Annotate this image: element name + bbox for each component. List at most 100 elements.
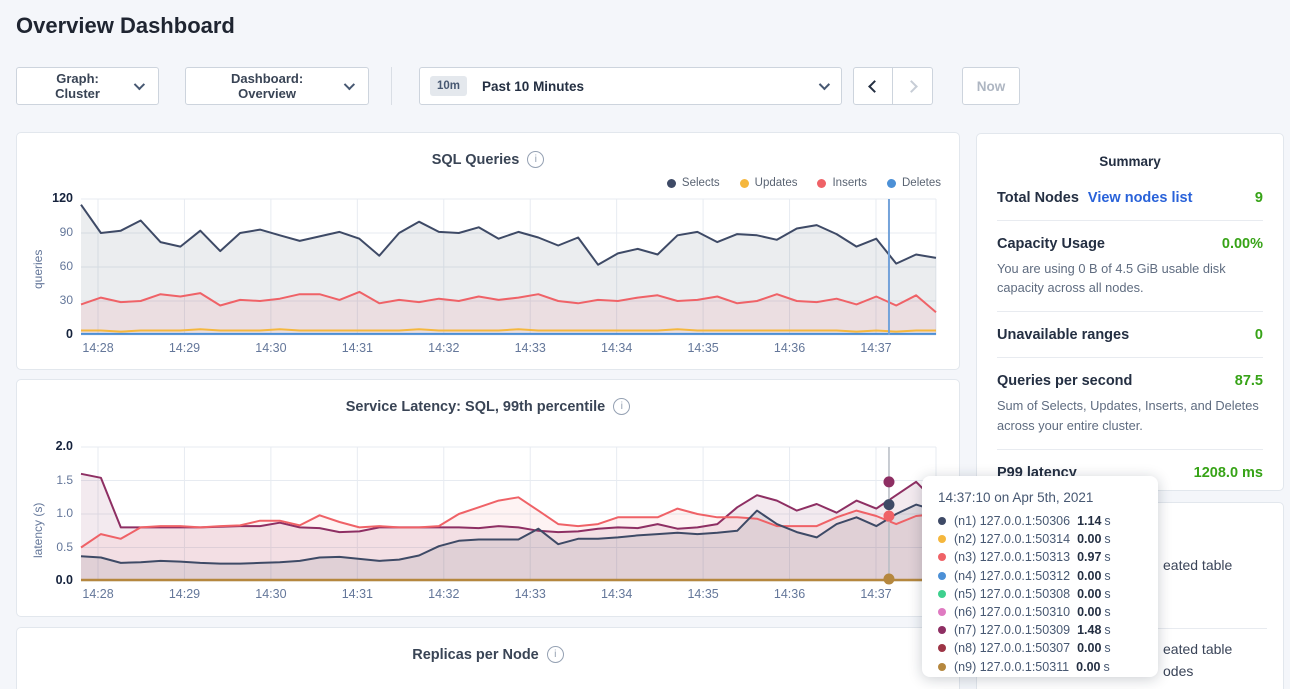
tooltip-value: 0.97 — [1077, 550, 1101, 564]
legend-item-deletes[interactable]: Deletes — [887, 177, 941, 189]
view-nodes-list-link[interactable]: View nodes list — [1088, 190, 1193, 206]
x-tick-label: 14:29 — [160, 587, 208, 601]
time-window-badge: 10m — [430, 76, 467, 96]
stat-value: 87.5 — [1235, 373, 1263, 389]
chart-title-row: SQL Queries — [17, 151, 959, 169]
overview-dashboard-page: Overview Dashboard Graph: Cluster Dashbo… — [0, 0, 1290, 689]
y-axis-label: latency (s) — [31, 480, 45, 580]
tooltip-value: 0.00 — [1077, 605, 1101, 619]
y-tick-label: 0.5 — [17, 540, 73, 554]
series-dot-icon — [938, 553, 946, 561]
tooltip-unit: s — [1103, 660, 1109, 674]
legend-item-updates[interactable]: Updates — [740, 177, 798, 189]
series-dot-icon — [938, 663, 946, 671]
tooltip-node-label: (n3) 127.0.0.1:50313 — [954, 550, 1070, 564]
legend-dot-icon — [817, 179, 826, 188]
summary-stat-row: Unavailable ranges0 — [997, 312, 1263, 358]
legend-label: Deletes — [902, 177, 941, 189]
tooltip-node-label: (n1) 127.0.0.1:50306 — [954, 514, 1070, 528]
time-nav-group — [853, 67, 933, 105]
y-tick-label: 120 — [17, 191, 73, 205]
tooltip-unit: s — [1104, 569, 1110, 583]
info-icon[interactable] — [613, 398, 630, 415]
tooltip-row: (n8) 127.0.0.1:503070.00s — [938, 639, 1142, 657]
tooltip-value: 0.00 — [1077, 641, 1101, 655]
summary-title: Summary — [977, 134, 1283, 169]
tooltip-node-label: (n5) 127.0.0.1:50308 — [954, 587, 1070, 601]
chart-plot[interactable] — [81, 447, 936, 581]
tooltip-unit: s — [1104, 532, 1110, 546]
x-tick-label: 14:30 — [247, 341, 295, 355]
tooltip-row: (n2) 127.0.0.1:503140.00s — [938, 530, 1142, 548]
chevron-down-icon — [344, 79, 355, 90]
tooltip-row: (n9) 127.0.0.1:503110.00s — [938, 658, 1142, 676]
legend-label: Updates — [755, 177, 798, 189]
service-latency-chart-card: Service Latency: SQL, 99th percentile la… — [16, 379, 960, 617]
controls-bar: Graph: Cluster Dashboard: Overview 10m P… — [16, 67, 1020, 105]
x-axis-ticks: 14:2814:2914:3014:3114:3214:3314:3414:35… — [81, 341, 936, 357]
stat-description: Sum of Selects, Updates, Inserts, and De… — [997, 396, 1263, 434]
chevron-left-icon — [868, 80, 881, 93]
x-tick-label: 14:34 — [593, 587, 641, 601]
stat-label: Total Nodes — [997, 190, 1079, 206]
x-tick-label: 14:36 — [766, 341, 814, 355]
x-tick-label: 14:32 — [420, 587, 468, 601]
x-tick-label: 14:29 — [160, 341, 208, 355]
now-button[interactable]: Now — [962, 67, 1020, 105]
tooltip-node-label: (n7) 127.0.0.1:50309 — [954, 623, 1070, 637]
graph-dropdown[interactable]: Graph: Cluster — [16, 67, 159, 105]
tooltip-unit: s — [1104, 514, 1110, 528]
divider — [391, 67, 392, 105]
info-icon[interactable] — [547, 646, 564, 663]
y-tick-label: 0.0 — [17, 573, 73, 587]
x-tick-label: 14:36 — [766, 587, 814, 601]
tooltip-value: 0.00 — [1077, 532, 1101, 546]
chart-plot[interactable] — [81, 199, 936, 335]
time-range-dropdown[interactable]: 10m Past 10 Minutes — [419, 67, 842, 105]
stat-value: 0 — [1255, 327, 1263, 343]
stat-value: 1208.0 ms — [1194, 465, 1263, 481]
series-dot-icon — [938, 572, 946, 580]
tooltip-value: 0.00 — [1077, 587, 1101, 601]
tooltip-value: 0.00 — [1076, 660, 1100, 674]
tooltip-node-label: (n6) 127.0.0.1:50310 — [954, 605, 1070, 619]
time-next-button[interactable] — [893, 67, 933, 105]
x-tick-label: 14:28 — [74, 341, 122, 355]
x-tick-label: 14:35 — [679, 341, 727, 355]
dashboard-dropdown[interactable]: Dashboard: Overview — [185, 67, 369, 105]
tooltip-row: (n3) 127.0.0.1:503130.97s — [938, 548, 1142, 566]
x-tick-label: 14:33 — [506, 587, 554, 601]
y-tick-label: 1.0 — [17, 506, 73, 520]
info-icon[interactable] — [527, 151, 544, 168]
event-text-fragment: odes — [1163, 663, 1193, 679]
chart-legend: Selects Updates Inserts Deletes — [667, 177, 941, 189]
tooltip-row: (n4) 127.0.0.1:503120.00s — [938, 567, 1142, 585]
legend-item-selects[interactable]: Selects — [667, 177, 720, 189]
tooltip-unit: s — [1104, 641, 1110, 655]
legend-dot-icon — [667, 179, 676, 188]
x-tick-label: 14:28 — [74, 587, 122, 601]
x-tick-label: 14:37 — [852, 341, 900, 355]
legend-item-inserts[interactable]: Inserts — [817, 177, 867, 189]
stat-label: Queries per second — [997, 373, 1132, 389]
x-tick-label: 14:30 — [247, 587, 295, 601]
legend-dot-icon — [887, 179, 896, 188]
tooltip-unit: s — [1104, 587, 1110, 601]
event-text-fragment: eated table — [1163, 557, 1232, 573]
chart-tooltip: 14:37:10 on Apr 5th, 2021 (n1) 127.0.0.1… — [922, 476, 1158, 677]
x-tick-label: 14:31 — [333, 341, 381, 355]
tooltip-row: (n6) 127.0.0.1:503100.00s — [938, 603, 1142, 621]
chart-title-row: Service Latency: SQL, 99th percentile — [17, 398, 959, 416]
summary-panel: Summary Total NodesView nodes list9Capac… — [976, 133, 1284, 491]
tooltip-row: (n1) 127.0.0.1:503061.14s — [938, 512, 1142, 530]
chevron-right-icon — [905, 80, 918, 93]
chart-title: Service Latency: SQL, 99th percentile — [346, 399, 606, 415]
summary-stat-row: Total NodesView nodes list9 — [997, 175, 1263, 221]
stat-description: You are using 0 B of 4.5 GiB usable disk… — [997, 259, 1263, 297]
time-prev-button[interactable] — [853, 67, 893, 105]
time-window-label: Past 10 Minutes — [482, 79, 584, 94]
tooltip-unit: s — [1104, 623, 1110, 637]
x-tick-label: 14:34 — [593, 341, 641, 355]
chart-title: SQL Queries — [432, 152, 520, 168]
x-tick-label: 14:32 — [420, 341, 468, 355]
